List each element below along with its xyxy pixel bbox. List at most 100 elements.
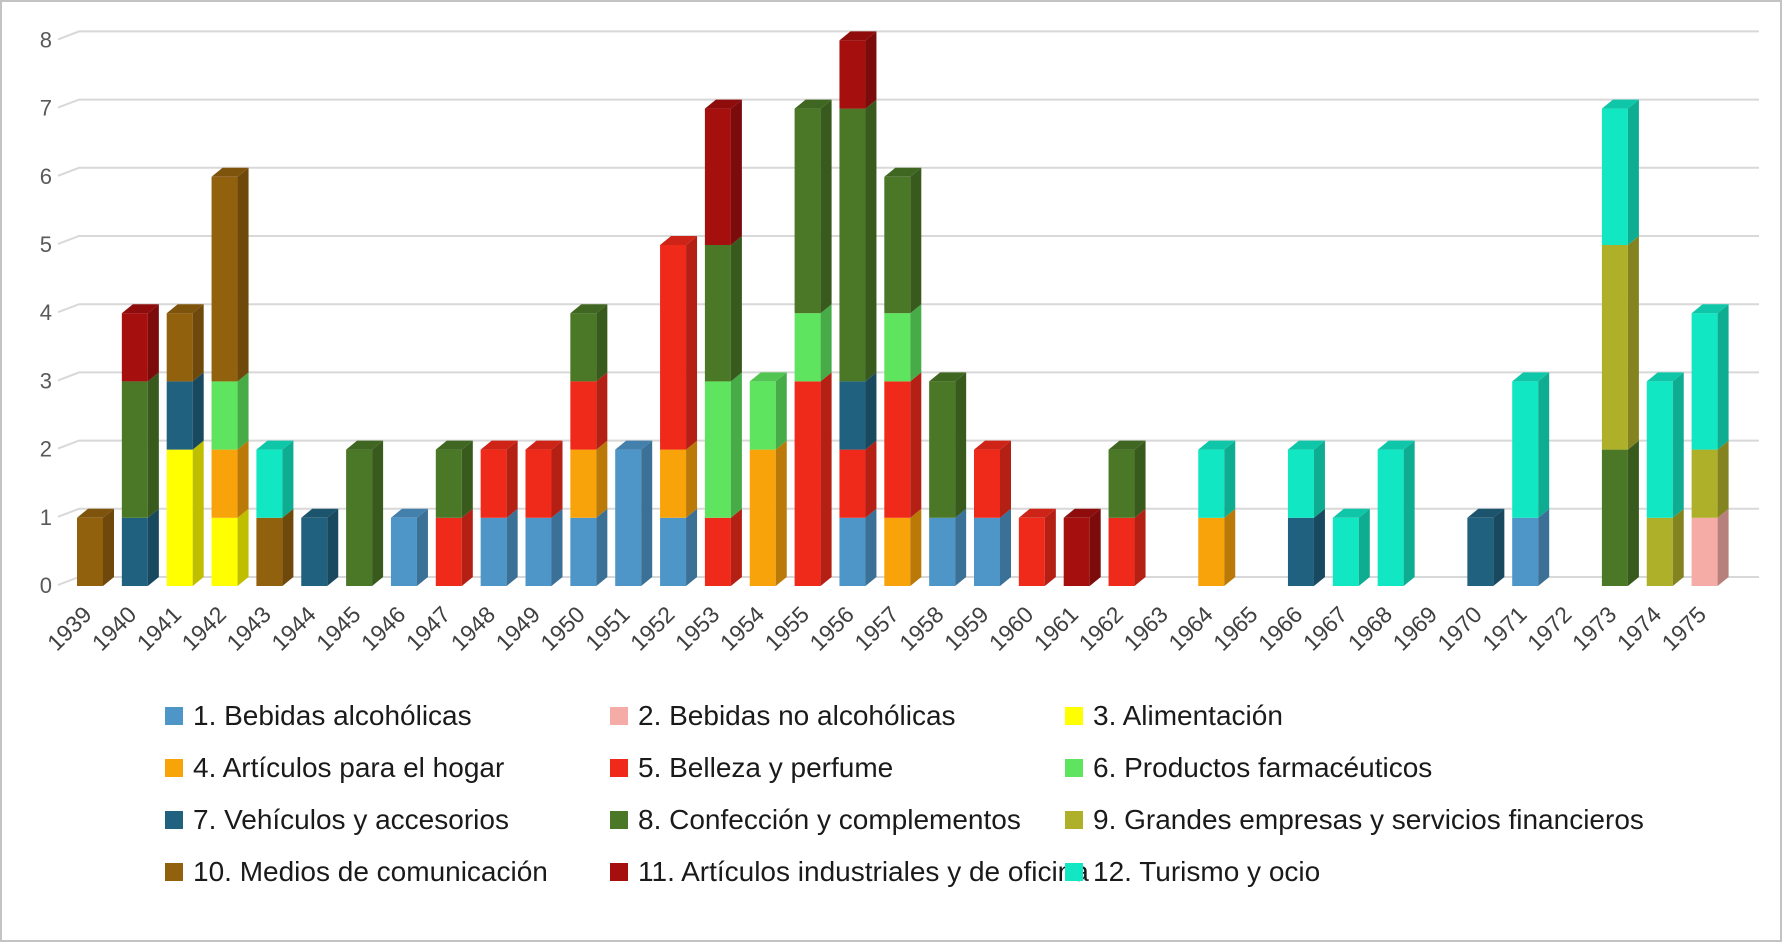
y-axis-tick: 1 [40, 505, 52, 530]
bar-segment-side [282, 508, 294, 586]
legend-label: 5. Belleza y perfume [638, 752, 894, 783]
bar-segment-top [1108, 440, 1146, 450]
x-axis-label: 1946 [356, 601, 411, 656]
bar-segment-top [1691, 304, 1729, 314]
bar-segment [704, 517, 731, 586]
bar-segment [704, 245, 731, 382]
legend-swatch [165, 759, 183, 777]
bar-segment-top [77, 508, 114, 518]
bar-segment-side [865, 99, 877, 382]
bar-segment-top [1601, 99, 1639, 109]
x-axis-label: 1959 [939, 601, 994, 656]
bar-segment-side [686, 236, 698, 450]
legend-label: 8. Confección y complementos [638, 804, 1021, 835]
bar-segment [1512, 517, 1539, 586]
bar-segment [884, 517, 911, 586]
bar-segment [1287, 449, 1314, 518]
x-axis-label: 1963 [1118, 601, 1173, 656]
bar-segment [704, 381, 731, 518]
bar-segment [794, 381, 821, 586]
x-axis-label: 1945 [311, 601, 366, 656]
x-axis-label: 1971 [1477, 601, 1532, 656]
legend-label: 11. Artículos industriales y de oficina [638, 856, 1089, 887]
bar-segment-side [730, 99, 742, 245]
bar-segment-side [506, 508, 518, 586]
legend-item: 4. Artículos para el hogar [165, 752, 610, 784]
bar-segment-top [1646, 372, 1684, 382]
bar-segment [570, 449, 597, 518]
x-axis-label: 1968 [1343, 601, 1398, 656]
bar-segment [660, 517, 687, 586]
bar-segment [570, 517, 597, 586]
bar-segment [1601, 449, 1628, 586]
bar-segment-side [237, 167, 249, 382]
bar-segment-side [1224, 508, 1236, 586]
x-axis-label: 1944 [266, 601, 321, 656]
bar-segment-top [1018, 508, 1056, 518]
bar-segment-top [749, 372, 787, 382]
bar-segment-side [1044, 508, 1056, 586]
bar-segment [166, 313, 193, 382]
bar-segment-top [301, 508, 339, 518]
legend-label: 4. Artículos para el hogar [193, 752, 505, 783]
bar-segment-top [1198, 440, 1236, 450]
bar-segment-side [820, 99, 832, 314]
bar-segment-side [865, 31, 877, 109]
legend-item: 10. Medios de comunicación [165, 856, 610, 888]
bar-segment [749, 449, 776, 586]
x-axis-label: 1956 [804, 601, 859, 656]
bar-segment-side [237, 372, 249, 450]
legend-label: 1. Bebidas alcohólicas [193, 700, 472, 731]
gridline [57, 166, 1759, 177]
bar-segment-side [506, 440, 518, 518]
legend-item: 2. Bebidas no alcohólicas [610, 700, 1065, 732]
y-axis-tick: 3 [40, 368, 52, 393]
bar-segment-side [1000, 440, 1011, 518]
bar-segment [166, 449, 193, 586]
x-axis-label: 1953 [670, 601, 725, 656]
gridline [57, 303, 1759, 314]
bar-segment-side [147, 304, 159, 382]
y-axis-tick: 6 [40, 164, 52, 189]
bar-segment [1332, 517, 1359, 586]
x-axis-label: 1965 [1208, 601, 1263, 656]
bar-segment-side [461, 440, 473, 518]
bar-segment-side [730, 508, 742, 586]
legend-swatch [1065, 863, 1083, 881]
x-axis-label: 1975 [1657, 601, 1712, 656]
legend-label: 10. Medios de comunicación [193, 856, 548, 887]
bar-segment [121, 517, 148, 586]
bar-segment-side [641, 440, 653, 586]
bar-segment [301, 517, 328, 586]
gridline [57, 98, 1759, 109]
bar-segment-side [237, 440, 249, 518]
bar-segment-top [390, 508, 428, 518]
bar-segment [211, 381, 238, 450]
bar-segment [929, 517, 956, 586]
legend-swatch [610, 759, 628, 777]
legend-swatch [165, 811, 183, 829]
bar-segment [839, 449, 866, 518]
bar-segment-side [955, 508, 967, 586]
bar-segment [346, 449, 373, 586]
bar-segment-side [686, 440, 698, 518]
legend-swatch [165, 863, 183, 881]
bar-segment [839, 517, 866, 586]
x-axis-label: 1951 [580, 601, 635, 656]
x-axis-label: 1955 [760, 601, 815, 656]
legend-swatch [1065, 811, 1083, 829]
bar-segment-side [282, 440, 294, 518]
bar-segment-top [1467, 508, 1505, 518]
bar-segment [211, 176, 238, 382]
bar-segment-side [820, 304, 832, 382]
bar-segment-top [480, 440, 518, 450]
bar-segment-side [910, 372, 922, 518]
bar-segment [525, 517, 552, 586]
legend-swatch [165, 707, 183, 725]
bar-segment-side [327, 508, 339, 586]
bar-segment-top [256, 440, 294, 450]
bar-segment-top [704, 99, 742, 109]
bar-segment [794, 108, 821, 314]
bar-segment [435, 449, 462, 518]
bar-segment [929, 381, 956, 518]
